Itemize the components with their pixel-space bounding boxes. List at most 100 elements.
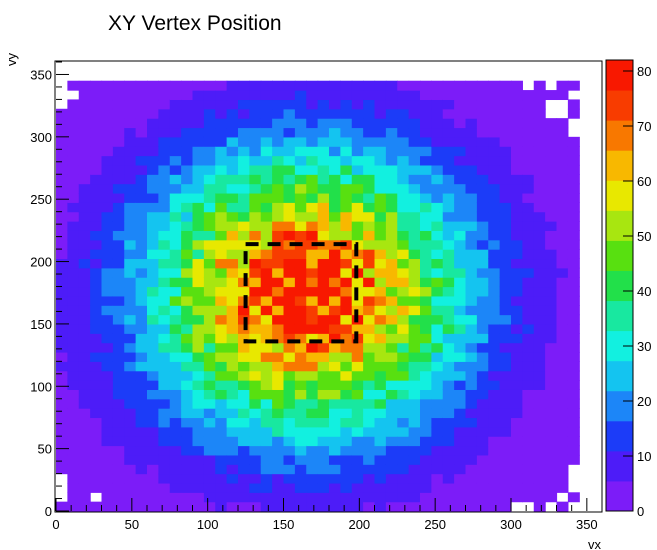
heatmap-cell: [135, 389, 148, 400]
heatmap-cell: [317, 473, 330, 484]
heatmap-cell: [124, 136, 137, 147]
heatmap-cell: [431, 286, 444, 297]
heatmap-cell: [112, 99, 125, 110]
heatmap-cell: [533, 323, 546, 334]
heatmap-cell: [545, 314, 558, 325]
heatmap-cell: [545, 174, 558, 185]
heatmap-cell: [476, 286, 489, 297]
heatmap-cell: [351, 183, 364, 194]
heatmap-cell: [499, 342, 512, 353]
heatmap-cell: [260, 174, 273, 185]
heatmap-cell: [272, 361, 285, 372]
heatmap-cell: [260, 146, 273, 157]
heatmap-cell: [431, 202, 444, 213]
heatmap-cell: [181, 342, 194, 353]
heatmap-cell: [260, 380, 273, 390]
heatmap-cell: [556, 454, 569, 465]
heatmap-cell: [363, 183, 376, 194]
heatmap-cell: [112, 90, 125, 101]
heatmap-cell: [215, 286, 228, 297]
heatmap-cell: [567, 323, 580, 334]
heatmap-cell: [203, 342, 216, 353]
heatmap-cell: [363, 361, 376, 372]
heatmap-cell: [226, 370, 239, 381]
heatmap-cell: [340, 108, 353, 119]
heatmap-cell: [476, 164, 489, 175]
heatmap-cell: [169, 99, 182, 110]
heatmap-cell: [545, 221, 558, 231]
heatmap-cell: [147, 202, 159, 213]
heatmap-cell: [442, 361, 455, 372]
heatmap-cell: [488, 295, 501, 306]
heatmap-cell: [112, 473, 125, 484]
heatmap-cell: [135, 258, 148, 269]
heatmap-cell: [169, 192, 182, 203]
heatmap-cell: [90, 136, 103, 147]
heatmap-cell: [431, 492, 444, 503]
heatmap-cell: [67, 258, 80, 269]
heatmap-cell: [147, 127, 159, 138]
heatmap-cell: [169, 351, 182, 362]
heatmap-cell: [101, 192, 114, 203]
heatmap-cell: [374, 80, 387, 91]
heatmap-cell: [465, 192, 478, 203]
heatmap-cell: [431, 118, 444, 129]
colorbar-tick-label: 40: [637, 284, 651, 299]
heatmap-cell: [158, 408, 171, 419]
heatmap-cell: [397, 295, 410, 306]
heatmap-cell: [499, 267, 512, 278]
heatmap-cell: [363, 99, 376, 110]
heatmap-cell: [135, 342, 148, 353]
heatmap-cell: [545, 426, 558, 437]
heatmap-cell: [226, 90, 239, 101]
heatmap-cell: [499, 221, 512, 231]
heatmap-cell: [317, 436, 330, 447]
heatmap-cell: [215, 258, 228, 269]
heatmap-cell: [283, 202, 296, 213]
heatmap-cell: [385, 155, 398, 166]
heatmap-cell: [101, 155, 114, 166]
heatmap-cell: [556, 202, 569, 213]
heatmap-cell: [408, 361, 421, 372]
heatmap-cell: [556, 239, 569, 250]
x-tick-label: 350: [576, 517, 598, 532]
heatmap-cell: [226, 183, 239, 194]
heatmap-cell: [181, 492, 194, 503]
heatmap-cell: [351, 370, 364, 381]
heatmap-cell: [56, 333, 68, 344]
heatmap-cell: [294, 417, 307, 428]
heatmap-cell: [385, 454, 398, 465]
heatmap-cell: [112, 183, 125, 194]
heatmap-cell: [556, 398, 569, 409]
heatmap-cell: [181, 183, 194, 194]
heatmap-cell: [192, 258, 205, 269]
heatmap-cell: [442, 501, 455, 512]
heatmap-cell: [135, 454, 148, 465]
heatmap-cell: [363, 277, 376, 288]
heatmap-cell: [454, 501, 467, 512]
heatmap-cell: [374, 295, 387, 306]
heatmap-cell: [283, 398, 296, 409]
heatmap-cell: [317, 118, 330, 129]
heatmap-cell: [226, 482, 239, 493]
heatmap-cell: [385, 380, 398, 390]
heatmap-cell: [476, 136, 489, 147]
heatmap-cell: [397, 267, 410, 278]
heatmap-cell: [306, 221, 319, 231]
heatmap-cell: [340, 351, 353, 362]
heatmap-cell: [363, 417, 376, 428]
heatmap-cell: [260, 501, 273, 512]
heatmap-cell: [90, 118, 103, 129]
heatmap-cell: [226, 464, 239, 475]
heatmap-cell: [260, 333, 273, 344]
heatmap-cell: [124, 249, 137, 260]
heatmap-cell: [465, 398, 478, 409]
heatmap-cell: [488, 389, 501, 400]
heatmap-cell: [147, 436, 159, 447]
heatmap-cell: [488, 361, 501, 372]
heatmap-cell: [283, 90, 296, 101]
heatmap-cell: [374, 239, 387, 250]
heatmap-cell: [329, 286, 341, 297]
heatmap-cell: [215, 370, 228, 381]
heatmap-cell: [135, 183, 148, 194]
